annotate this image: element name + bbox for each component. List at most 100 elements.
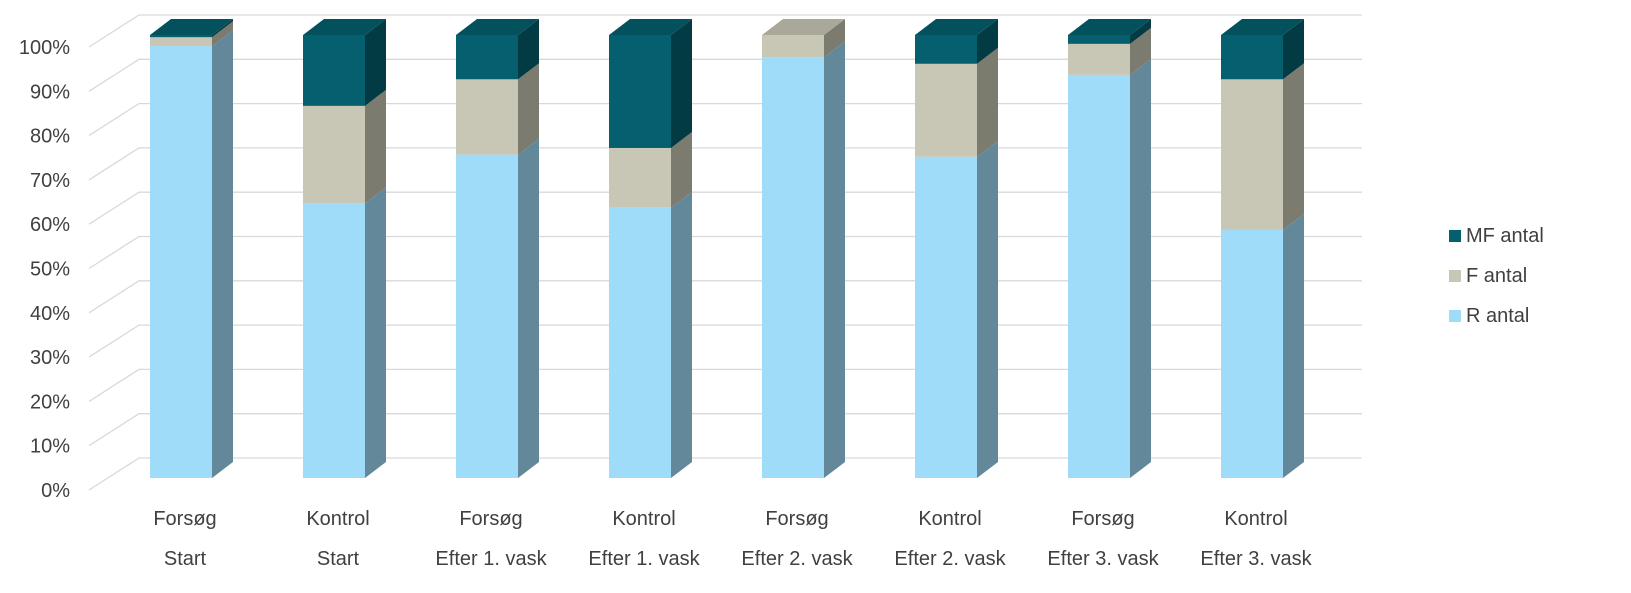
y-tick-label: 80% [30, 126, 70, 148]
bar-stack [303, 19, 386, 478]
x-tick-label: Forsøg [459, 508, 522, 530]
legend-swatch [1449, 270, 1461, 282]
bar-segment-mf-antal [456, 19, 539, 80]
y-tick-label: 40% [30, 303, 70, 325]
bar-segment-mf-antal [150, 19, 233, 38]
bar-side [671, 131, 692, 208]
y-tick-label: 90% [30, 81, 70, 103]
legend-item: F antal [1449, 265, 1527, 287]
y-tick-label: 20% [30, 391, 70, 413]
gridline [88, 280, 1362, 314]
bar-segment-f-antal [303, 89, 386, 204]
bar-stack [456, 19, 539, 479]
y-tick-label: 100% [19, 37, 70, 59]
legend-swatch [1449, 230, 1461, 242]
bar-segment-r-antal [303, 187, 386, 478]
gridline [88, 368, 1362, 402]
y-axis: 0% 10% 20% 30% 40% 50% 60% 70% 80% 90% 100% [19, 37, 70, 502]
x-tick-label: Efter 2. vask [894, 548, 1006, 570]
legend-label: R antal [1466, 305, 1529, 327]
bar-side [518, 138, 539, 479]
bar-front [915, 156, 977, 478]
x-tick-label: Efter 3. vask [1200, 548, 1312, 570]
bar-segment-r-antal [150, 30, 233, 478]
bar-side [365, 187, 386, 478]
bar-front [303, 203, 365, 478]
bar-front [456, 35, 518, 80]
x-tick-label: Efter 1. vask [588, 548, 700, 570]
bar-side [365, 19, 386, 106]
y-tick-label: 0% [41, 480, 70, 502]
bar-top [609, 19, 692, 35]
bar-segment-r-antal [456, 138, 539, 479]
bar-side [824, 41, 845, 479]
bar-stack [1221, 19, 1304, 479]
legend-swatch [1449, 310, 1461, 322]
x-tick-label: Efter 1. vask [435, 548, 547, 570]
bar-series-group [150, 19, 1304, 479]
bar-stack [609, 19, 692, 478]
bar-top [1068, 19, 1151, 35]
bar-top [150, 19, 233, 35]
bar-side [977, 140, 998, 478]
gridline [88, 457, 1362, 491]
y-tick-label: 30% [30, 347, 70, 369]
bar-segment-f-antal [762, 19, 845, 58]
bar-side [1283, 19, 1304, 80]
bar-segment-mf-antal [915, 19, 998, 64]
bar-front [303, 35, 365, 106]
bar-side [365, 89, 386, 204]
gridline [88, 191, 1362, 225]
x-tick-label: Start [164, 548, 207, 570]
bar-top [915, 19, 998, 35]
gridline [88, 413, 1362, 447]
x-tick-label: Kontrol [306, 508, 369, 530]
gridline [88, 14, 1362, 48]
bar-top [1221, 19, 1304, 35]
bar-side [518, 19, 539, 80]
bar-segment-r-antal [762, 41, 845, 479]
bar-front [609, 207, 671, 478]
x-tick-label: Efter 2. vask [741, 548, 853, 570]
bar-side [671, 191, 692, 478]
bar-side [1283, 63, 1304, 230]
gridline [88, 147, 1362, 181]
bar-front [762, 57, 824, 479]
y-tick-label: 10% [30, 436, 70, 458]
bar-side [824, 19, 845, 58]
gridline [88, 102, 1362, 137]
x-tick-label: Forsøg [765, 508, 828, 530]
y-tick-label: 70% [30, 170, 70, 192]
bar-front [303, 105, 365, 204]
bar-segment-r-antal [1068, 58, 1151, 479]
x-tick-label: Forsøg [153, 508, 216, 530]
bar-front [1221, 229, 1283, 478]
legend-label: F antal [1466, 265, 1527, 287]
x-tick-label: Forsøg [1071, 508, 1134, 530]
bar-front [150, 35, 212, 38]
bar-side [671, 19, 692, 148]
legend-label: MF antal [1466, 225, 1544, 247]
bar-segment-mf-antal [303, 19, 386, 106]
bar-segment-f-antal [150, 21, 233, 47]
y-tick-label: 60% [30, 214, 70, 236]
bar-side [518, 63, 539, 155]
bar-front [1221, 35, 1283, 80]
legend-item: MF antal [1449, 225, 1544, 247]
bar-segment-f-antal [609, 131, 692, 208]
gridline [88, 58, 1362, 92]
bar-stack [915, 19, 998, 478]
bar-front [915, 63, 977, 157]
bar-side [977, 47, 998, 157]
bar-segment-r-antal [609, 191, 692, 478]
y-tick-label: 50% [30, 259, 70, 281]
legend-item: R antal [1449, 305, 1529, 327]
x-tick-label: Efter 3. vask [1047, 548, 1159, 570]
bar-segment-mf-antal [1068, 19, 1151, 44]
bar-front [1068, 35, 1130, 44]
bar-front [456, 154, 518, 479]
bar-front [456, 79, 518, 155]
bar-side [977, 19, 998, 64]
bar-front [762, 35, 824, 58]
bar-side [1130, 19, 1151, 44]
